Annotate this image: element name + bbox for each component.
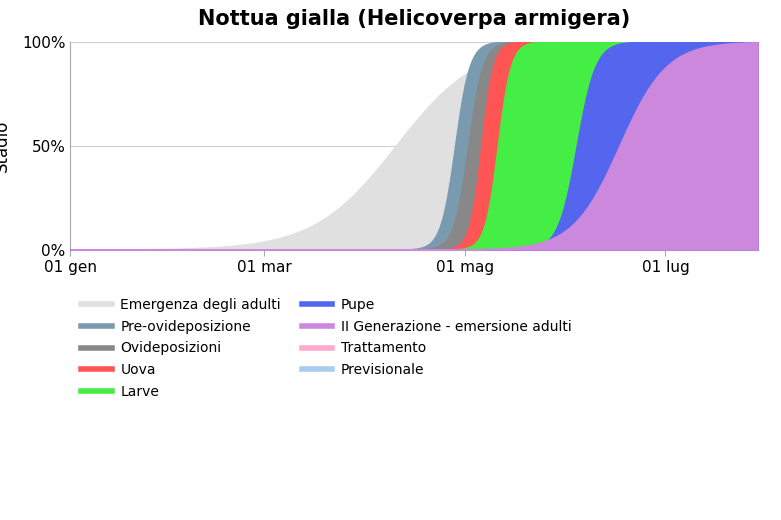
- Legend: Emergenza degli adulti, Pre-ovideposizione, Ovideposizioni, Uova, Larve, Pupe, I: Emergenza degli adulti, Pre-ovideposizio…: [77, 294, 576, 403]
- Title: Nottua gialla (Helicoverpa armigera): Nottua gialla (Helicoverpa armigera): [198, 9, 630, 29]
- Y-axis label: Stadio: Stadio: [0, 120, 11, 172]
